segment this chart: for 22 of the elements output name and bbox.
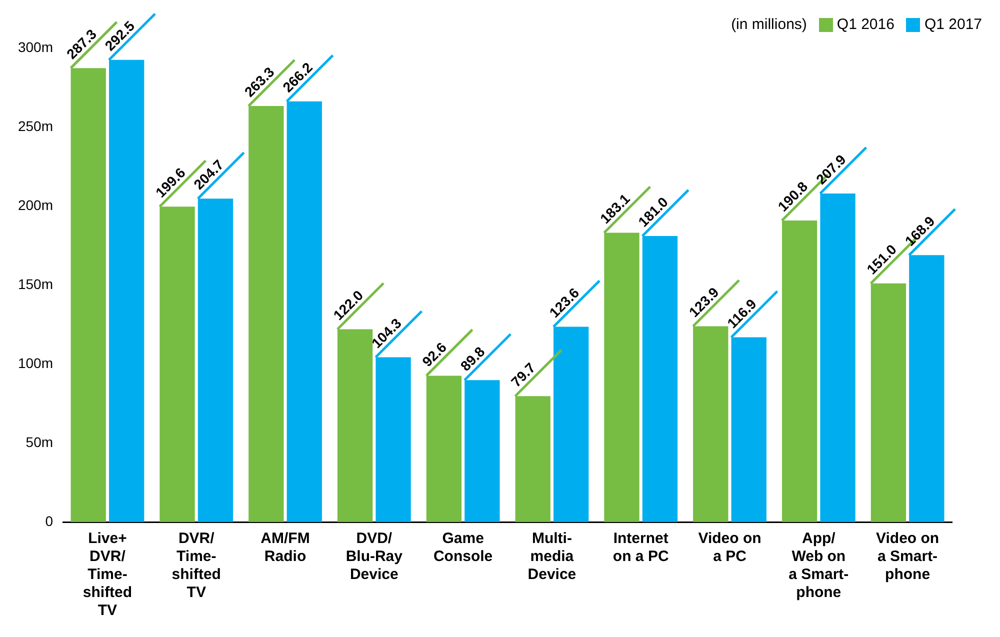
data-label: 89.8 <box>457 343 488 374</box>
y-tick-label: 0 <box>45 512 54 529</box>
data-label: 92.6 <box>418 338 450 370</box>
x-tick-label: Game Console <box>433 530 493 566</box>
legend-label: Q1 2017 <box>924 16 982 33</box>
x-tick-label: Video on a PC <box>698 530 762 566</box>
y-tick-label: 200m <box>18 196 54 213</box>
x-tick-label: App/ Web on a Smart- phone <box>788 530 849 602</box>
y-tick-label: 250m <box>18 118 54 134</box>
y-tick-label: 150m <box>18 276 54 292</box>
y-tick-label: 50m <box>26 434 54 450</box>
x-tick-label: Live+ DVR/ Time- shifted TV <box>82 530 132 620</box>
x-tick-label: DVD/ Blu-Ray Device <box>346 530 404 584</box>
legend-title: (in millions) <box>731 16 807 33</box>
x-tick-label: Multi- media Device <box>528 530 576 584</box>
x-tick-label: Internet on a PC <box>612 530 669 566</box>
legend-label: Q1 2016 <box>836 16 894 33</box>
x-tick-label: DVR/ Time- shifted TV <box>172 530 221 602</box>
y-tick-label: 300m <box>18 38 54 55</box>
y-tick-label: 100m <box>18 354 54 371</box>
x-tick-label: AM/FM Radio <box>260 530 310 566</box>
x-tick-label: Video on a Smart- phone <box>876 530 940 584</box>
